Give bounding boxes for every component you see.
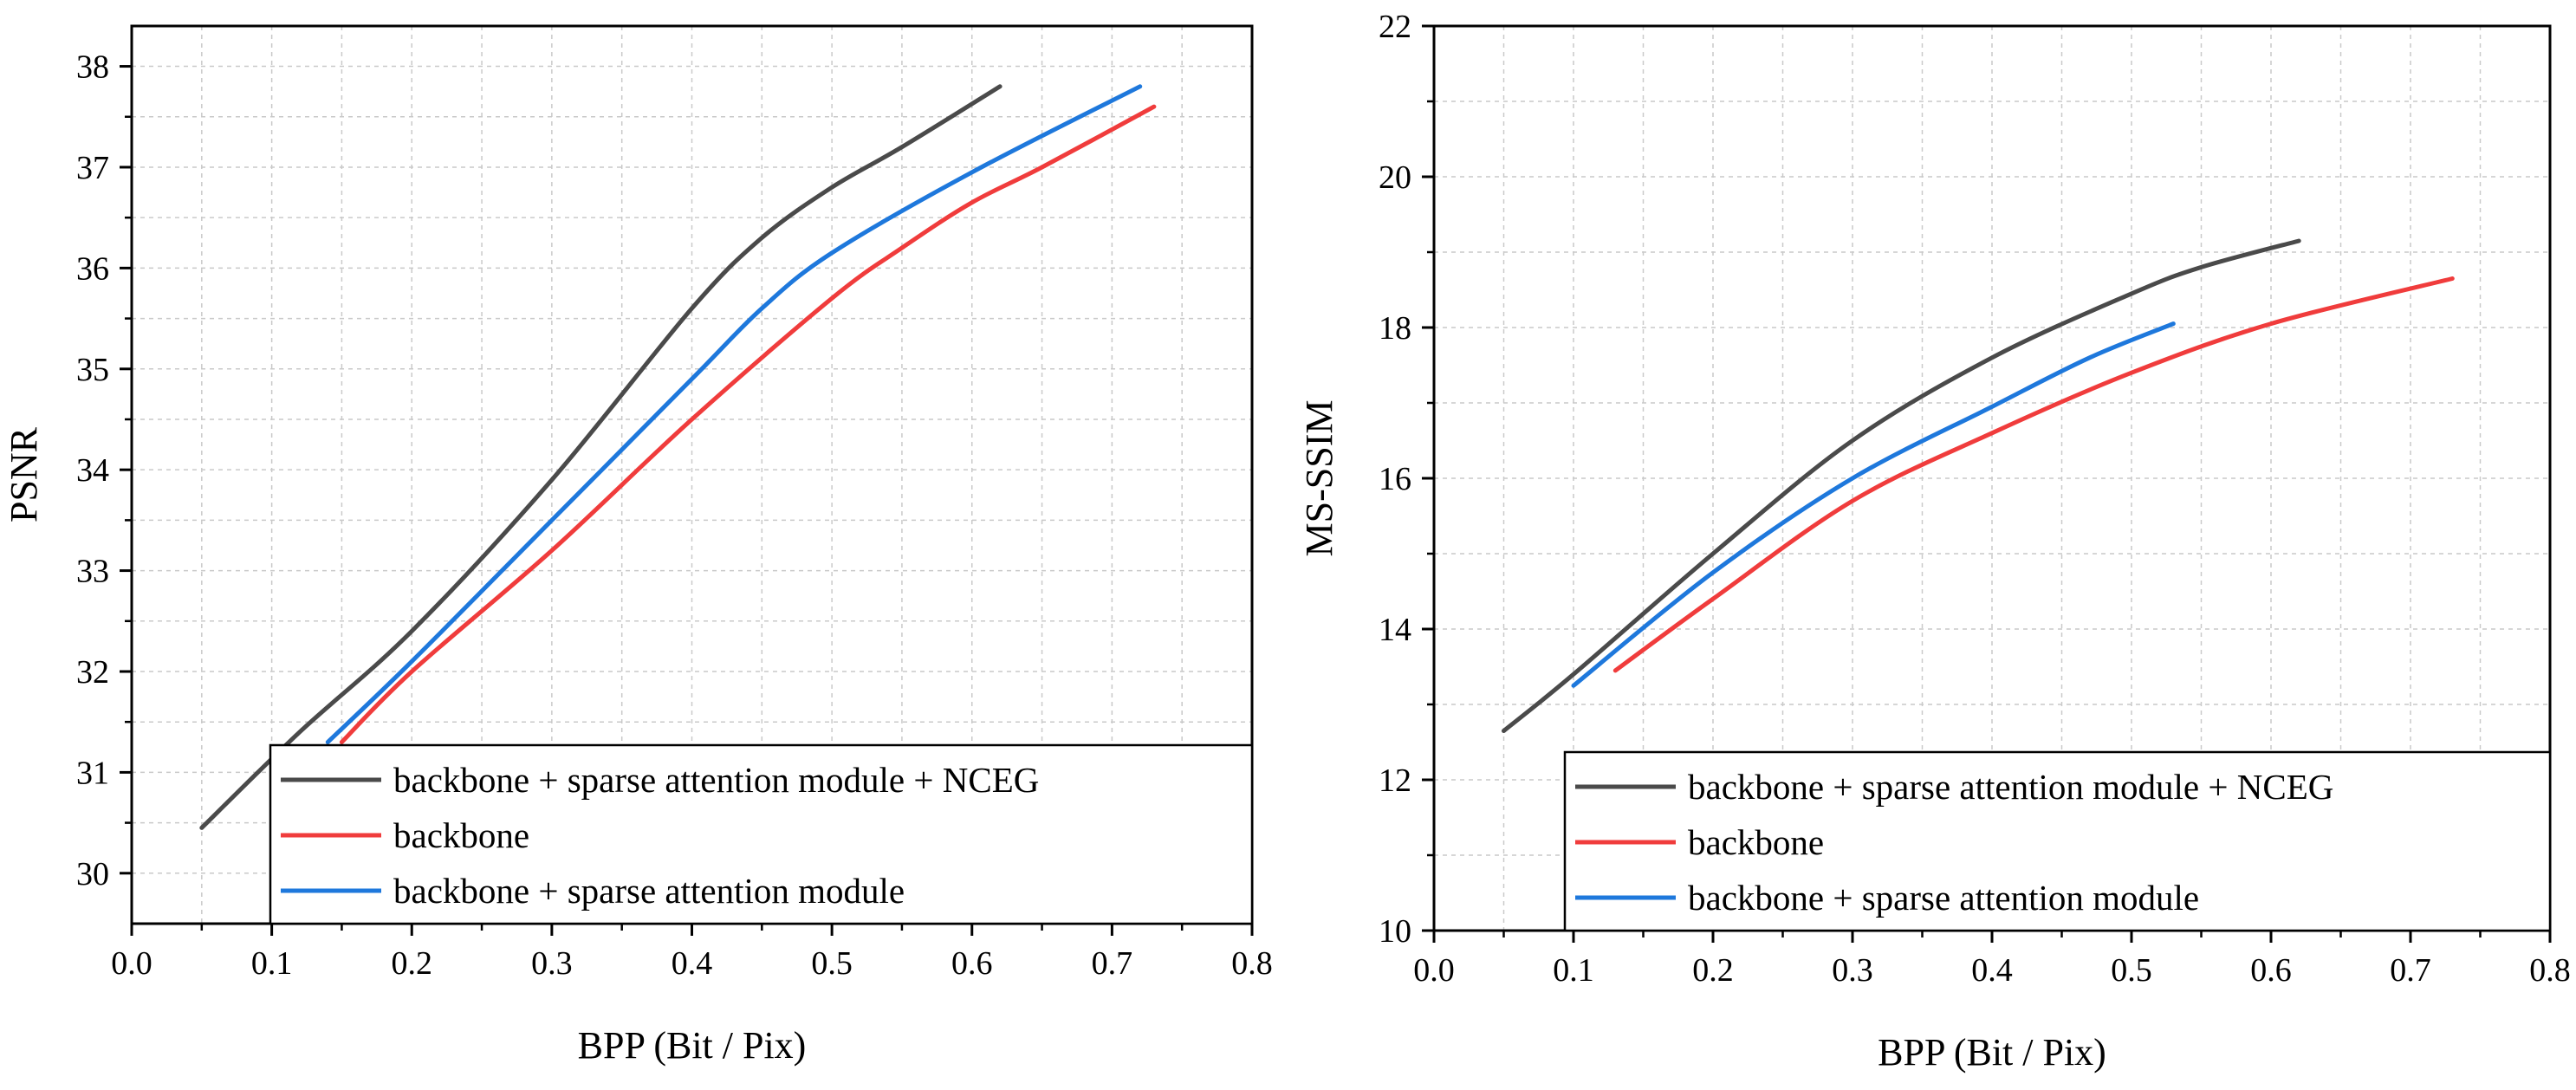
legend-label-3: backbone + sparse attention module xyxy=(393,871,905,911)
y-tick-label: 34 xyxy=(76,452,109,489)
series-line-1 xyxy=(1502,238,2301,733)
legend: backbone + sparse attention module + NCE… xyxy=(269,743,1254,925)
y-tick-label: 20 xyxy=(1379,159,1411,196)
x-tick-label: 0.2 xyxy=(392,945,433,982)
x-tick-label: 0.8 xyxy=(1231,945,1273,982)
y-tick-label: 32 xyxy=(76,654,109,691)
x-tick-label: 0.5 xyxy=(2111,952,2152,989)
x-tick-label: 0.5 xyxy=(811,945,853,982)
legend-label-2: backbone xyxy=(1688,822,1824,862)
y-tick-label: 38 xyxy=(76,49,109,86)
x-tick-label: 0.6 xyxy=(951,945,993,982)
y-tick-label: 18 xyxy=(1379,310,1411,347)
y-tick-label: 16 xyxy=(1379,461,1411,497)
x-tick-label: 0.1 xyxy=(251,945,293,982)
psnr-chart: 0.0 0.1 0.2 0.3 0.4 0.5 0.6 0.7 0.8 30 31 32 33 34 35 3… xyxy=(3,24,1273,1067)
x-tick-label: 0.7 xyxy=(2390,952,2431,989)
x-tick-label: 0.3 xyxy=(1832,952,1873,989)
y-axis-title: MS-SSIM xyxy=(1298,400,1340,557)
y-axis-title: PSNR xyxy=(3,426,45,522)
y-tick-label: 10 xyxy=(1379,913,1411,950)
legend-label-3: backbone + sparse attention module xyxy=(1688,878,2199,918)
y-tick-label: 31 xyxy=(76,755,109,791)
x-tick-label: 0.8 xyxy=(2529,952,2571,989)
y-tick-label: 33 xyxy=(76,554,109,590)
y-tick-label: 37 xyxy=(76,150,109,186)
legend-box xyxy=(269,743,1254,925)
legend-label-1: backbone + sparse attention module + NCE… xyxy=(1688,767,2333,807)
series-line-1 xyxy=(199,84,1002,830)
x-tick-label: 0.1 xyxy=(1553,952,1594,989)
series-line-2 xyxy=(1612,276,2455,673)
series-line-3 xyxy=(325,84,1143,744)
x-tick-label: 0.2 xyxy=(1692,952,1734,989)
series-line-3 xyxy=(1571,321,2176,688)
y-tick-label: 35 xyxy=(76,352,109,388)
y-tick-label: 36 xyxy=(76,250,109,287)
y-tick-label: 22 xyxy=(1379,9,1411,45)
x-tick-label: 0.3 xyxy=(531,945,573,982)
series-line-2 xyxy=(339,104,1157,744)
x-tick-label: 0.0 xyxy=(1413,952,1455,989)
legend-label-2: backbone xyxy=(393,815,529,855)
x-axis-title: BPP (Bit / Pix) xyxy=(578,1024,807,1067)
y-tick-label: 30 xyxy=(76,856,109,892)
x-tick-label: 0.6 xyxy=(2250,952,2292,989)
legend-box xyxy=(1563,750,2552,932)
x-tick-label: 0.0 xyxy=(111,945,152,982)
x-tick-label: 0.4 xyxy=(672,945,713,982)
ms-ssim-chart: 0.0 0.1 0.2 0.3 0.4 0.5 0.6 0.7 0.8 10 12 14 16 18 20 2… xyxy=(1298,9,2571,1074)
x-tick-label: 0.4 xyxy=(1971,952,2013,989)
x-axis-title: BPP (Bit / Pix) xyxy=(1878,1031,2106,1074)
y-tick-label: 14 xyxy=(1379,612,1411,648)
legend: backbone + sparse attention module + NCE… xyxy=(1563,750,2552,932)
y-tick-label: 12 xyxy=(1379,762,1411,799)
legend-label-1: backbone + sparse attention module + NCE… xyxy=(393,760,1039,800)
x-tick-label: 0.7 xyxy=(1092,945,1133,982)
